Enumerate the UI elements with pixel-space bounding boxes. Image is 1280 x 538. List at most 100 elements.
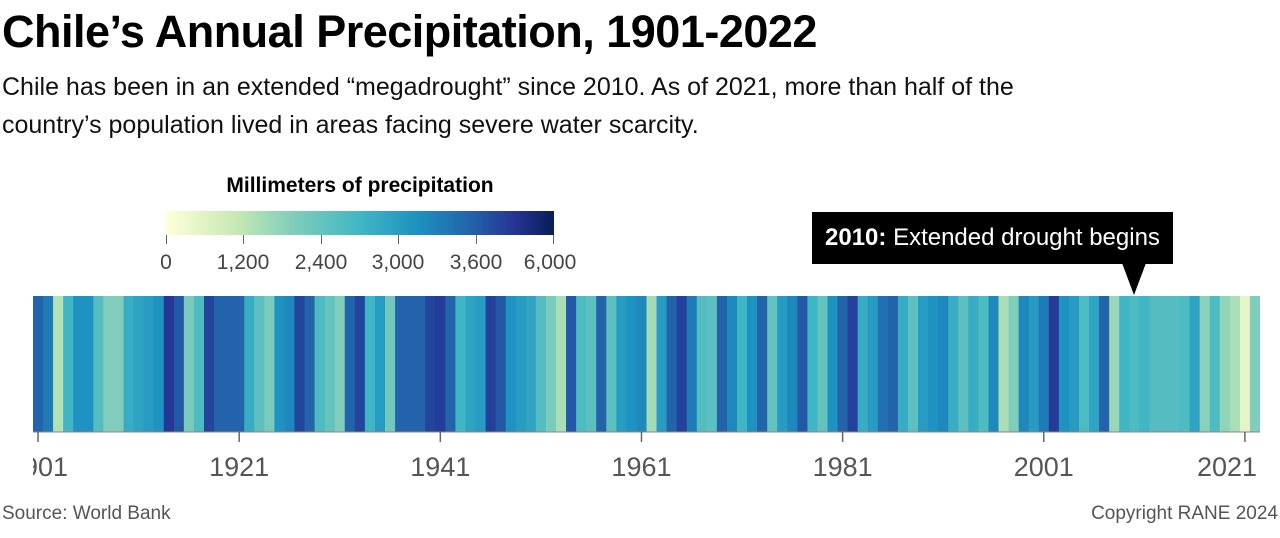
legend-label: 3,000	[371, 251, 425, 274]
year-stripe-1972	[747, 296, 758, 432]
year-stripe-1930	[324, 296, 336, 432]
year-stripe-1908	[103, 296, 115, 432]
year-stripe-1978	[807, 296, 819, 432]
year-stripe-1906	[83, 296, 94, 432]
year-stripe-2003	[1058, 296, 1070, 432]
year-stripe-1971	[737, 296, 748, 432]
year-stripe-1905	[73, 296, 84, 432]
legend-tick	[243, 235, 244, 244]
legend-tick	[553, 235, 554, 244]
year-stripe-2005	[1078, 296, 1090, 432]
year-stripe-1918	[203, 296, 215, 432]
year-stripe-1995	[978, 296, 990, 432]
year-stripe-1904	[63, 296, 74, 432]
year-stripe-1939	[415, 296, 426, 432]
year-stripe-1981	[837, 296, 849, 432]
year-stripe-2020	[1229, 296, 1241, 432]
legend-title: Millimeters of precipitation	[226, 174, 494, 197]
year-stripe-2001	[1038, 296, 1050, 432]
year-stripe-2002	[1048, 296, 1060, 432]
x-axis-label: 1901	[33, 452, 68, 482]
year-stripe-1935	[374, 296, 386, 432]
legend-label: 3,600	[449, 251, 503, 274]
year-stripe-1951	[535, 296, 547, 432]
year-stripe-1990	[928, 296, 939, 432]
year-stripe-1977	[797, 296, 809, 432]
year-stripe-1968	[706, 296, 718, 432]
x-axis-label: 1981	[813, 452, 873, 482]
year-stripe-1979	[817, 296, 829, 432]
year-stripe-1946	[485, 296, 497, 432]
copyright-note: Copyright RANE 2024	[1091, 503, 1278, 524]
year-stripe-1915	[173, 296, 185, 432]
year-stripe-1970	[726, 296, 738, 432]
year-stripe-1934	[364, 296, 376, 432]
year-stripe-1961	[636, 296, 648, 432]
page-subtitle: Chile has been in an extended “megadroug…	[2, 73, 1014, 139]
year-stripe-1974	[767, 296, 778, 432]
legend-tick	[398, 235, 399, 244]
year-stripe-1940	[425, 296, 436, 432]
year-stripe-1932	[344, 296, 356, 432]
year-stripe-1989	[918, 296, 929, 432]
legend-tick	[166, 235, 167, 244]
year-stripe-2021	[1239, 296, 1251, 432]
year-stripe-1963	[656, 296, 668, 432]
year-stripe-1928	[304, 296, 316, 432]
year-stripe-2015	[1179, 296, 1191, 432]
year-stripe-2022	[1249, 296, 1260, 432]
annotation-pointer	[1122, 263, 1146, 295]
year-stripe-2019	[1219, 296, 1231, 432]
page-title: Chile’s Annual Precipitation, 1901-2022	[2, 6, 817, 57]
year-stripe-1920	[224, 296, 235, 432]
x-axis-label: 2021	[1197, 452, 1257, 482]
year-stripe-2004	[1068, 296, 1080, 432]
legend-label: 6,000	[523, 251, 577, 274]
x-axis-label: 2001	[1014, 452, 1074, 482]
year-stripe-1949	[515, 296, 527, 432]
year-stripe-2009	[1119, 296, 1130, 432]
year-stripe-1944	[465, 296, 477, 432]
annotation-text: Extended drought begins	[893, 224, 1160, 251]
drought-annotation: 2010: Extended drought begins	[812, 212, 1173, 264]
year-stripe-1937	[395, 296, 406, 432]
year-stripe-1960	[626, 296, 638, 432]
year-stripe-1956	[586, 296, 597, 432]
x-axis-label: 1941	[410, 452, 470, 482]
year-stripe-1958	[606, 296, 617, 432]
year-stripe-2014	[1169, 296, 1181, 432]
year-stripe-1998	[1008, 296, 1020, 432]
x-axis-label: 1961	[611, 452, 671, 482]
year-stripe-1983	[857, 296, 869, 432]
year-stripe-1912	[143, 296, 155, 432]
year-stripe-1923	[254, 296, 265, 432]
year-stripe-1903	[53, 296, 64, 432]
year-stripe-1975	[777, 296, 788, 432]
legend-tick	[321, 235, 322, 244]
year-stripe-1959	[616, 296, 627, 432]
year-stripe-1966	[686, 296, 698, 432]
year-stripe-1994	[968, 296, 979, 432]
year-stripe-1921	[234, 296, 245, 432]
year-stripe-1973	[757, 296, 768, 432]
year-stripe-1950	[525, 296, 537, 432]
year-stripe-2018	[1209, 296, 1221, 432]
year-stripe-1909	[113, 296, 125, 432]
year-stripe-2006	[1089, 296, 1100, 432]
year-stripe-1980	[827, 296, 839, 432]
year-stripe-1914	[163, 296, 175, 432]
precipitation-stripes-chart: 1901 1921 1941 1961 1981 2001 2021	[33, 296, 1260, 482]
annotation-year: 2010:	[825, 224, 887, 251]
year-stripe-1992	[948, 296, 959, 432]
x-axis-label: 1921	[209, 452, 269, 482]
year-stripe-2012	[1149, 296, 1161, 432]
year-stripe-1982	[847, 296, 859, 432]
year-stripe-2011	[1139, 296, 1150, 432]
year-stripe-1927	[294, 296, 306, 432]
year-stripe-1924	[264, 296, 275, 432]
year-stripe-1945	[475, 296, 487, 432]
year-stripe-1947	[495, 296, 507, 432]
legend-tick	[476, 235, 477, 244]
year-stripe-1902	[43, 296, 54, 432]
year-stripe-2007	[1099, 296, 1110, 432]
